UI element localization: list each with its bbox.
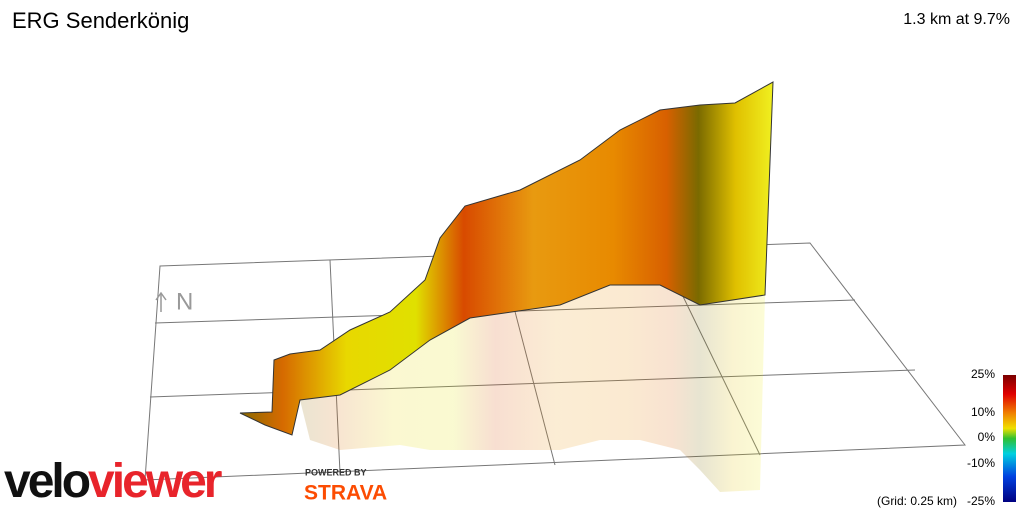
- legend-label: 0%: [978, 430, 996, 444]
- compass: [155, 291, 167, 312]
- legend-label: -10%: [967, 456, 995, 470]
- powered-by: POWERED BY: [305, 467, 367, 477]
- partner-logo: STRAVA: [304, 482, 387, 505]
- summary: 1.3 km at 9.7%: [903, 11, 1010, 28]
- legend-label: 10%: [971, 405, 995, 419]
- legend-label: -25%: [967, 494, 995, 508]
- title: ERG Senderkönig: [12, 8, 189, 33]
- elevation-profile: [239, 81, 774, 436]
- compass-label: N: [176, 288, 193, 315]
- legend-label: 25%: [971, 367, 995, 381]
- logo: veloviewer: [4, 455, 222, 508]
- profile-reflection: [300, 285, 765, 492]
- logo-dark: velo: [4, 455, 90, 508]
- grid-note: (Grid: 0.25 km): [877, 494, 957, 508]
- color-scale: [1003, 375, 1016, 502]
- logo-red: viewer: [88, 455, 222, 508]
